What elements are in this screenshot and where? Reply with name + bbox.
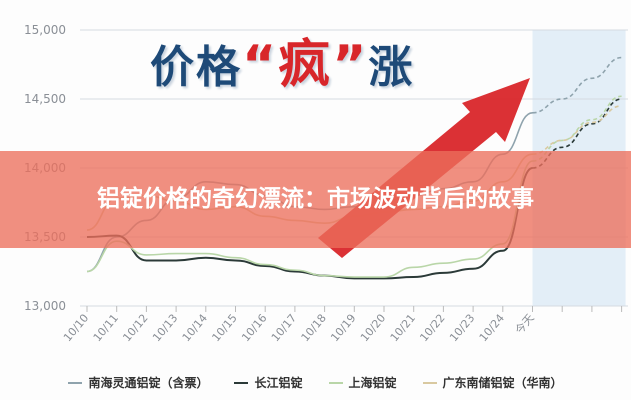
legend-item: 上海铝锭 — [328, 374, 397, 391]
x-tick-label: 10/16 — [239, 312, 269, 345]
headline: 价格“疯”涨 — [150, 22, 414, 97]
headline-quote: “ — [242, 35, 279, 95]
x-tick-label: 10/13 — [150, 312, 180, 345]
series-line — [86, 160, 533, 278]
x-tick-label: 10/10 — [61, 312, 91, 345]
x-tick-label: 10/15 — [209, 312, 239, 345]
y-tick-label: 14,500 — [24, 92, 66, 106]
title-banner: 铝锭价格的奇幻漂流：市场波动背后的故事 — [0, 151, 631, 248]
legend-swatch — [68, 381, 83, 384]
banner-title: 铝锭价格的奇幻漂流：市场波动背后的故事 — [97, 186, 534, 212]
legend: 南海灵通铝锭（含票） 长江铝锭 上海铝锭 广东南储铝锭（华南） — [0, 374, 631, 391]
x-tick-label: 10/24 — [477, 312, 507, 345]
series-forecast-line — [532, 95, 622, 162]
legend-swatch — [234, 381, 249, 384]
x-tick-label: 10/20 — [358, 312, 388, 345]
legend-label: 上海铝锭 — [348, 376, 397, 390]
legend-label: 广东南储铝锭（华南） — [442, 376, 563, 390]
x-tick-label: 10/18 — [299, 312, 329, 345]
headline-quote: ” — [332, 35, 369, 95]
legend-item: 长江铝锭 — [234, 374, 303, 391]
y-tick-label: 13,000 — [24, 299, 66, 313]
x-tick-label: 10/12 — [120, 312, 150, 345]
legend-item: 广东南储铝锭（华南） — [422, 374, 563, 391]
legend-label: 南海灵通铝锭（含票） — [88, 376, 209, 390]
legend-item: 南海灵通铝锭（含票） — [68, 374, 208, 391]
x-tick-label: 10/19 — [328, 312, 358, 345]
series-forecast-line — [532, 105, 622, 155]
legend-swatch — [328, 381, 343, 384]
legend-swatch — [422, 381, 437, 384]
x-tick-label: 10/11 — [91, 312, 121, 345]
x-tick-label: 10/23 — [447, 312, 477, 345]
y-tick-label: 15,000 — [24, 23, 66, 37]
x-tick-label: 10/22 — [417, 312, 447, 345]
series-forecast-line — [532, 98, 622, 169]
headline-pre: 价格 — [150, 42, 242, 93]
headline-post: 涨 — [368, 42, 415, 93]
x-tick-label: 10/17 — [269, 312, 299, 345]
headline-hot: 疯 — [278, 35, 333, 95]
x-tick-label: 10/21 — [388, 312, 418, 345]
legend-label: 长江铝锭 — [254, 376, 303, 390]
x-tick-label: 今天 — [512, 311, 537, 337]
x-tick-label: 10/14 — [180, 312, 210, 345]
series-forecast-line — [532, 56, 622, 114]
